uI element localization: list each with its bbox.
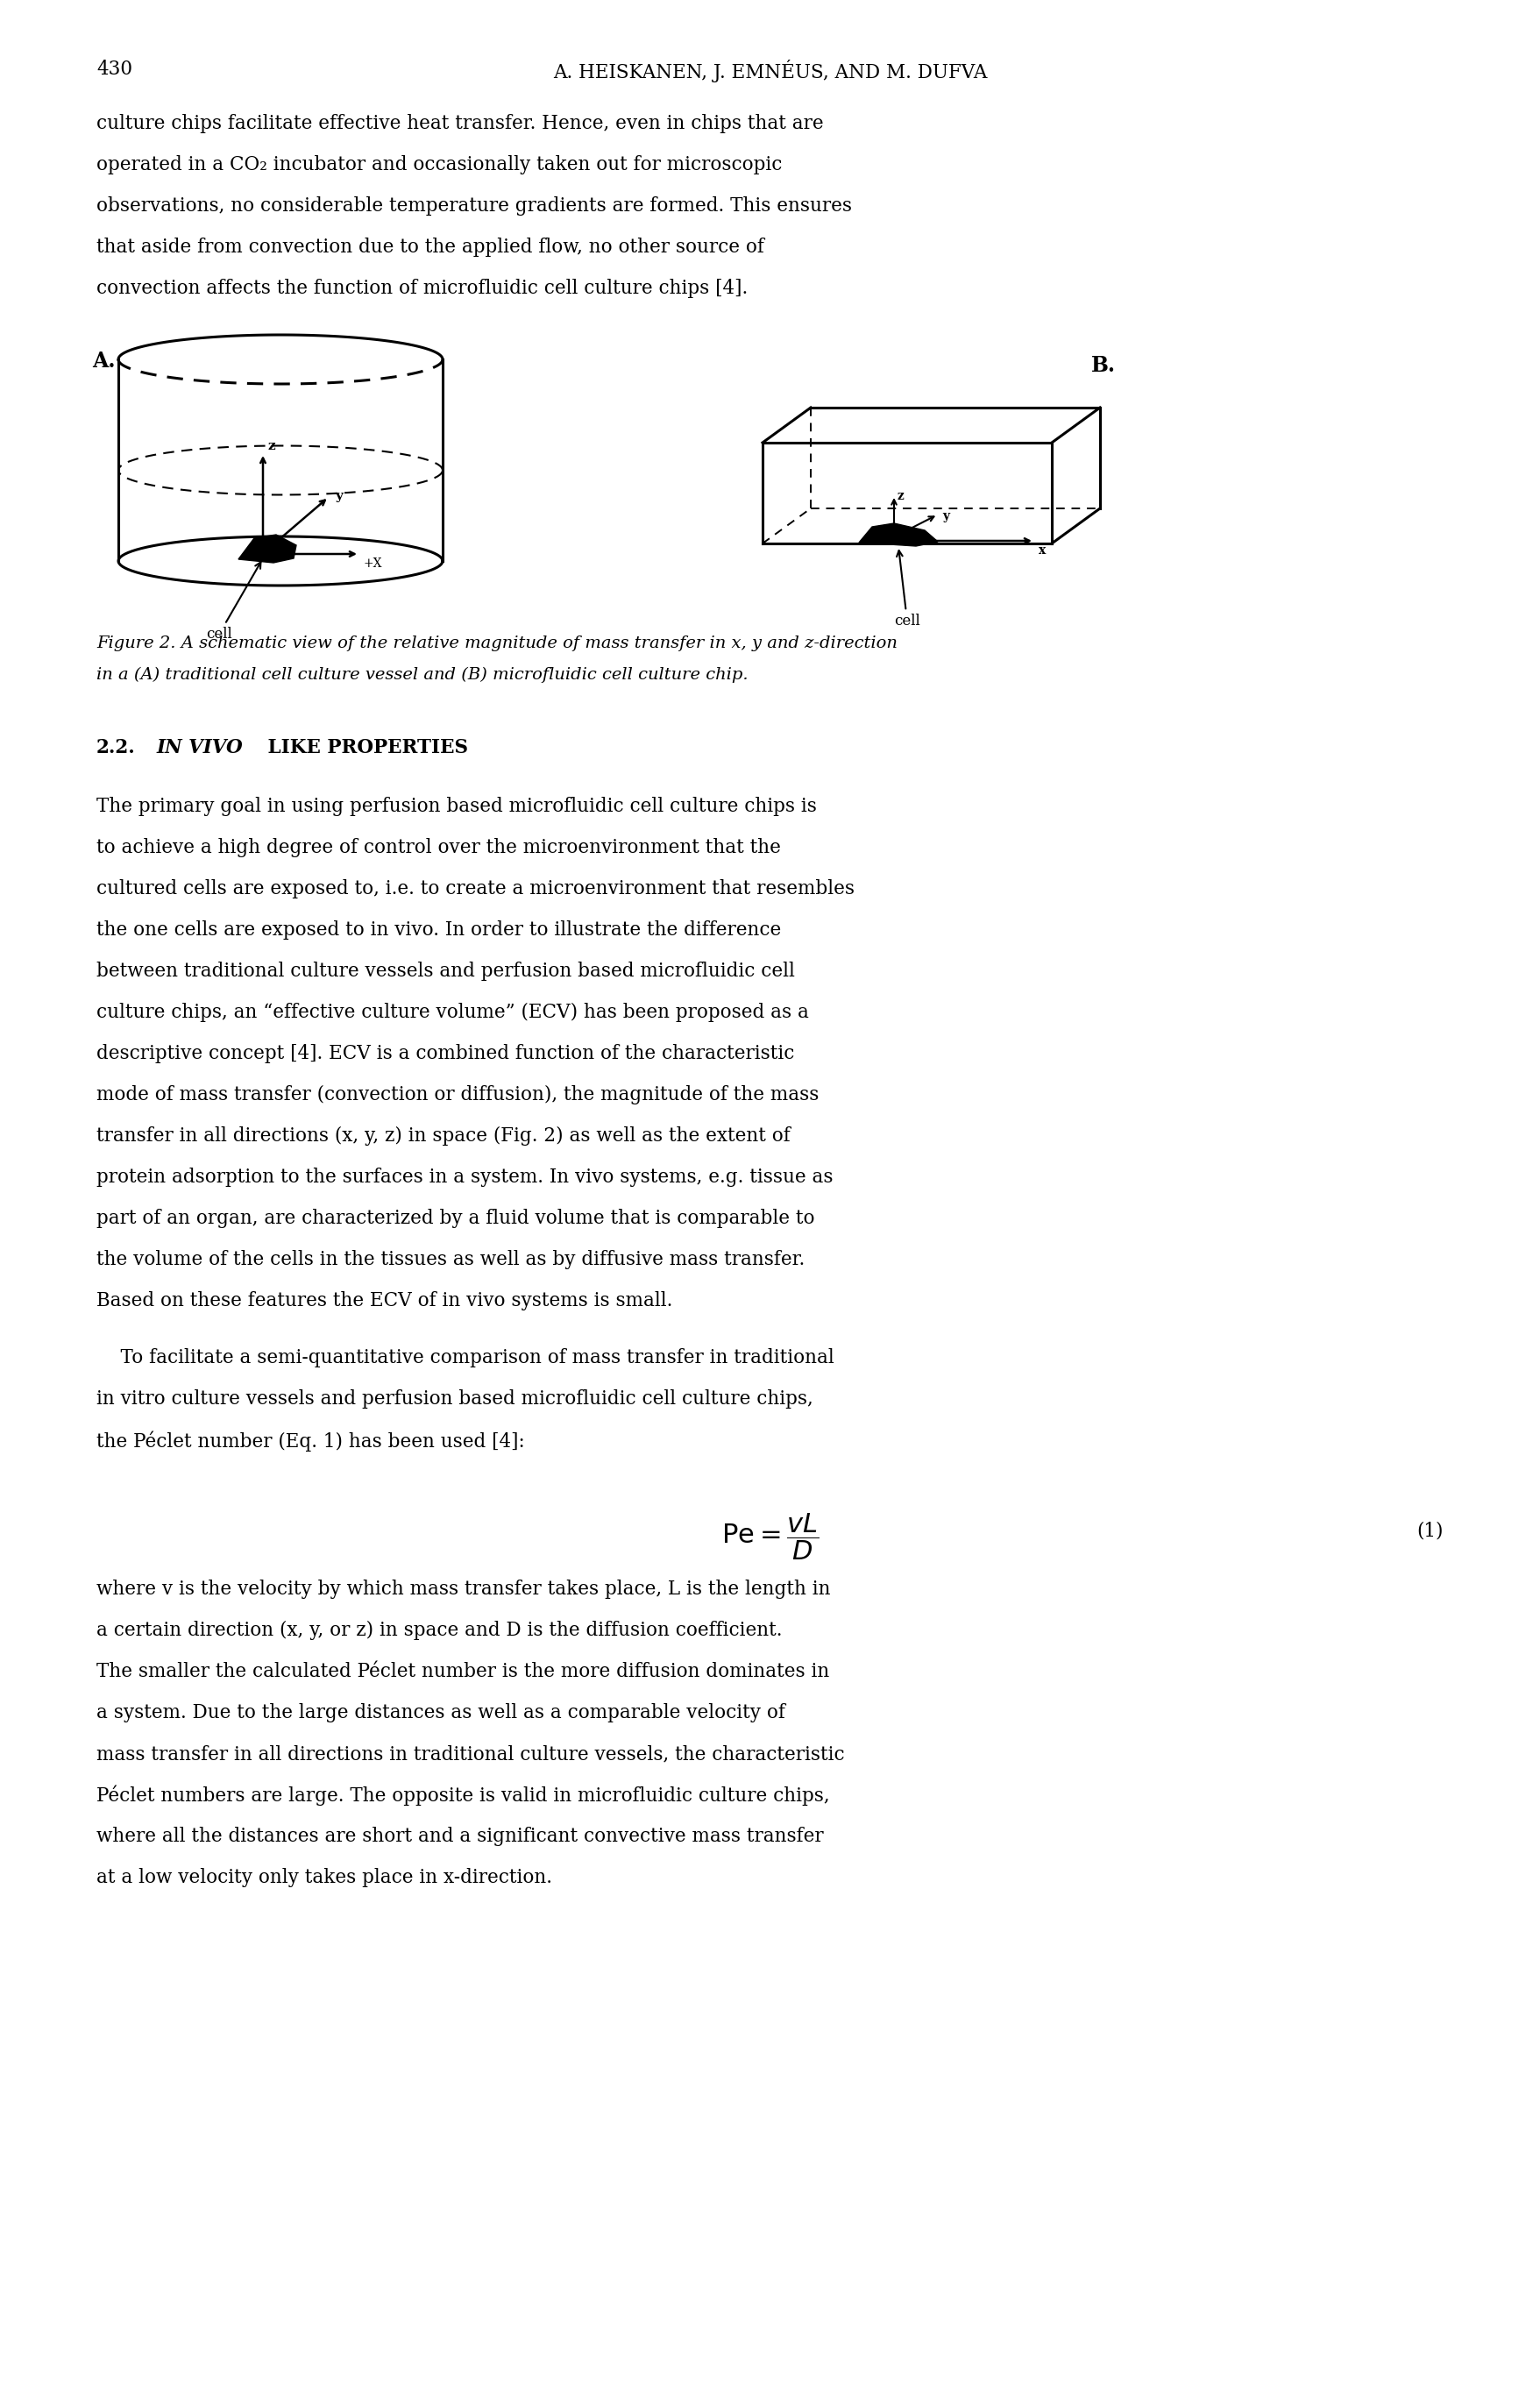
Text: B.: B. [1092,355,1116,377]
Text: mass transfer in all directions in traditional culture vessels, the characterist: mass transfer in all directions in tradi… [97,1745,844,1764]
Polygon shape [859,523,938,547]
Text: part of an organ, are characterized by a fluid volume that is comparable to: part of an organ, are characterized by a… [97,1210,815,1229]
Text: protein adsorption to the surfaces in a system. In vivo systems, e.g. tissue as: protein adsorption to the surfaces in a … [97,1166,833,1188]
Text: (1): (1) [1417,1522,1443,1541]
Text: The smaller the calculated Péclet number is the more diffusion dominates in: The smaller the calculated Péclet number… [97,1661,830,1682]
Text: culture chips, an “effective culture volume” (ECV) has been proposed as a: culture chips, an “effective culture vol… [97,1003,809,1022]
Text: the Péclet number (Eq. 1) has been used [4]:: the Péclet number (Eq. 1) has been used … [97,1430,525,1452]
Text: operated in a CO₂ incubator and occasionally taken out for microscopic: operated in a CO₂ incubator and occasion… [97,156,782,175]
Text: where all the distances are short and a significant convective mass transfer: where all the distances are short and a … [97,1826,824,1846]
Text: to achieve a high degree of control over the microenvironment that the: to achieve a high degree of control over… [97,838,781,857]
Text: Péclet numbers are large. The opposite is valid in microfluidic culture chips,: Péclet numbers are large. The opposite i… [97,1786,830,1807]
Text: z: z [898,490,904,502]
Text: LIKE PROPERTIES: LIKE PROPERTIES [262,739,468,758]
Text: transfer in all directions (x, y, z) in space (Fig. 2) as well as the extent of: transfer in all directions (x, y, z) in … [97,1126,790,1145]
Text: a system. Due to the large distances as well as a comparable velocity of: a system. Due to the large distances as … [97,1704,785,1723]
Text: Figure 2. A schematic view of the relative magnitude of mass transfer in x, y an: Figure 2. A schematic view of the relati… [97,636,898,650]
Text: y: y [942,511,949,523]
Text: cell: cell [895,550,921,629]
Text: a certain direction (x, y, or z) in space and D is the diffusion coefficient.: a certain direction (x, y, or z) in spac… [97,1620,782,1639]
Text: Based on these features the ECV of in vivo systems is small.: Based on these features the ECV of in vi… [97,1291,673,1310]
Text: cultured cells are exposed to, i.e. to create a microenvironment that resembles: cultured cells are exposed to, i.e. to c… [97,878,855,898]
Text: where v is the velocity by which mass transfer takes place, L is the length in: where v is the velocity by which mass tr… [97,1579,830,1598]
Text: observations, no considerable temperature gradients are formed. This ensures: observations, no considerable temperatur… [97,197,852,216]
Text: y: y [334,490,342,502]
Text: IN VIVO: IN VIVO [156,739,243,758]
Text: z: z [268,439,276,451]
Text: A.: A. [92,350,116,372]
Text: 430: 430 [97,60,132,79]
Text: at a low velocity only takes place in x-direction.: at a low velocity only takes place in x-… [97,1867,553,1886]
Text: that aside from convection due to the applied flow, no other source of: that aside from convection due to the ap… [97,238,764,257]
Text: x: x [1038,545,1046,557]
Text: descriptive concept [4]. ECV is a combined function of the characteristic: descriptive concept [4]. ECV is a combin… [97,1044,795,1063]
Text: 2.2.: 2.2. [97,739,136,758]
Text: in a (A) traditional cell culture vessel and (B) microfluidic cell culture chip.: in a (A) traditional cell culture vessel… [97,667,748,684]
Text: convection affects the function of microfluidic cell culture chips [4].: convection affects the function of micro… [97,278,748,298]
Text: $\mathrm{Pe} = \dfrac{vL}{D}$: $\mathrm{Pe} = \dfrac{vL}{D}$ [721,1512,819,1562]
Text: in vitro culture vessels and perfusion based microfluidic cell culture chips,: in vitro culture vessels and perfusion b… [97,1390,813,1409]
Text: the volume of the cells in the tissues as well as by diffusive mass transfer.: the volume of the cells in the tissues a… [97,1250,805,1270]
Text: A. HEISKANEN, J. EMNÉUS, AND M. DUFVA: A. HEISKANEN, J. EMNÉUS, AND M. DUFVA [553,60,987,82]
Text: To facilitate a semi-quantitative comparison of mass transfer in traditional: To facilitate a semi-quantitative compar… [97,1349,835,1368]
Text: between traditional culture vessels and perfusion based microfluidic cell: between traditional culture vessels and … [97,962,795,982]
Text: The primary goal in using perfusion based microfluidic cell culture chips is: The primary goal in using perfusion base… [97,797,816,816]
Text: culture chips facilitate effective heat transfer. Hence, even in chips that are: culture chips facilitate effective heat … [97,113,824,134]
Text: cell: cell [206,562,260,641]
Text: the one cells are exposed to in vivo. In order to illustrate the difference: the one cells are exposed to in vivo. In… [97,919,781,941]
Polygon shape [239,535,296,562]
Text: mode of mass transfer (convection or diffusion), the magnitude of the mass: mode of mass transfer (convection or dif… [97,1085,819,1104]
Text: +X: +X [363,557,382,569]
